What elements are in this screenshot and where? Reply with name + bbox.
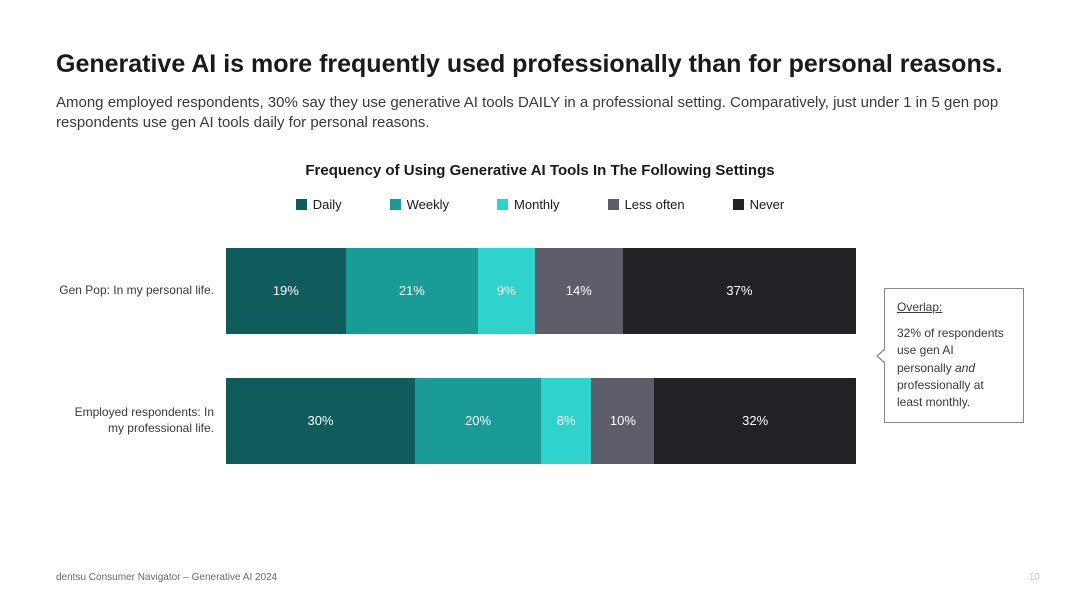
legend-swatch-monthly (497, 199, 508, 210)
bars-column: Gen Pop: In my personal life. 19% 21% 9%… (56, 248, 856, 464)
legend-label: Monthly (514, 197, 560, 212)
callout-body-em: and (955, 361, 975, 375)
legend-item-never: Never (733, 197, 785, 212)
legend-item-daily: Daily (296, 197, 342, 212)
bar-segment-less-often: 14% (535, 248, 623, 334)
bar-label: Gen Pop: In my personal life. (56, 283, 226, 299)
legend-label: Daily (313, 197, 342, 212)
chart-legend: Daily Weekly Monthly Less often Never (56, 197, 1024, 212)
bar-segment-never: 37% (623, 248, 856, 334)
page-subtitle: Among employed respondents, 30% say they… (56, 93, 1016, 134)
bar-stack: 30% 20% 8% 10% 32% (226, 378, 856, 464)
legend-item-weekly: Weekly (390, 197, 449, 212)
callout-title: Overlap: (897, 299, 1011, 316)
bar-segment-monthly: 8% (541, 378, 591, 464)
page-number: 10 (1029, 572, 1040, 583)
bar-segment-daily: 30% (226, 378, 415, 464)
footer-text: dentsu Consumer Navigator – Generative A… (56, 572, 277, 583)
legend-swatch-never (733, 199, 744, 210)
bar-segment-weekly: 21% (346, 248, 478, 334)
bar-segment-less-often: 10% (591, 378, 654, 464)
legend-swatch-weekly (390, 199, 401, 210)
bar-label: Employed respondents: In my professional… (56, 405, 226, 436)
callout-body-pre: 32% of respondents use gen AI personally (897, 326, 1004, 375)
bar-segment-daily: 19% (226, 248, 346, 334)
page-title: Generative AI is more frequently used pr… (56, 50, 1024, 79)
callout-body-post: professionally at least monthly. (897, 378, 984, 409)
legend-item-less-often: Less often (608, 197, 685, 212)
bar-segment-weekly: 20% (415, 378, 541, 464)
legend-label: Less often (625, 197, 685, 212)
bar-segment-monthly: 9% (478, 248, 535, 334)
legend-swatch-less-often (608, 199, 619, 210)
bar-row-gen-pop: Gen Pop: In my personal life. 19% 21% 9%… (56, 248, 856, 334)
legend-swatch-daily (296, 199, 307, 210)
legend-label: Weekly (407, 197, 449, 212)
bar-stack: 19% 21% 9% 14% 37% (226, 248, 856, 334)
legend-item-monthly: Monthly (497, 197, 560, 212)
callout-box: Overlap: 32% of respondents use gen AI p… (884, 288, 1024, 422)
bar-row-employed: Employed respondents: In my professional… (56, 378, 856, 464)
legend-label: Never (750, 197, 785, 212)
chart-title: Frequency of Using Generative AI Tools I… (56, 162, 1024, 179)
chart-container: Frequency of Using Generative AI Tools I… (56, 162, 1024, 464)
bar-segment-never: 32% (654, 378, 856, 464)
